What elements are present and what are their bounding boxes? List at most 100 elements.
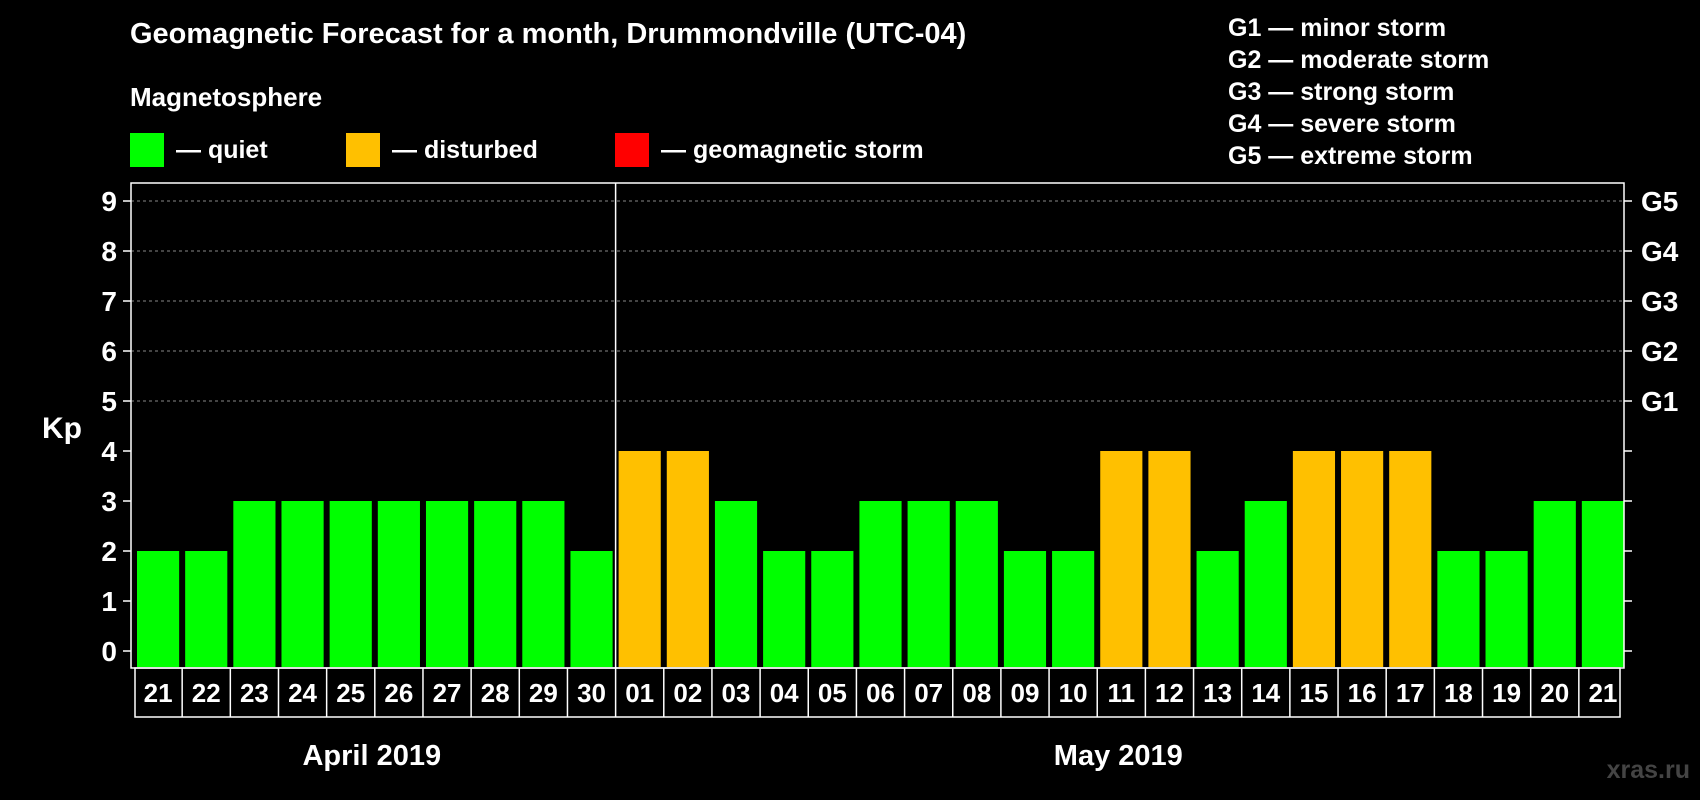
legend-storm-label: — geomagnetic storm	[661, 135, 924, 164]
x-tick-label: 17	[1396, 678, 1425, 708]
bar-16	[1341, 451, 1384, 667]
y-axis-label: Kp	[42, 412, 82, 445]
storm-scale-g3: G3 — strong storm	[1228, 78, 1455, 106]
x-tick-label: 21	[144, 678, 173, 708]
bar-11	[1100, 451, 1143, 667]
bar-07	[907, 501, 950, 667]
x-tick-label: 25	[336, 678, 365, 708]
y-tick-label: 8	[101, 236, 117, 267]
x-tick-label: 19	[1492, 678, 1521, 708]
legend-quiet-swatch	[130, 133, 164, 167]
y-tick-label: 1	[101, 586, 117, 617]
bar-23	[233, 501, 276, 667]
legend-storm: — geomagnetic storm	[615, 132, 924, 168]
y-tick-label: 5	[101, 386, 117, 417]
storm-scale-legend: G1 — minor storm G2 — moderate storm G3 …	[1228, 12, 1489, 172]
x-tick-label: 28	[481, 678, 510, 708]
x-tick-label: 05	[818, 678, 847, 708]
x-tick-label: 08	[962, 678, 991, 708]
bar-06	[859, 501, 902, 667]
chart-subtitle: Magnetosphere	[130, 82, 323, 112]
x-tick-label: 03	[722, 678, 751, 708]
bar-09	[1003, 551, 1047, 667]
bar-26	[377, 501, 420, 667]
bar-08	[955, 501, 998, 667]
y-tick-label: 2	[101, 536, 117, 567]
y-tick-label: 3	[101, 486, 117, 517]
bar-24	[281, 501, 324, 667]
month-label-1: May 2019	[1054, 740, 1183, 772]
x-tick-label: 22	[192, 678, 221, 708]
x-tick-label: 14	[1251, 678, 1280, 708]
chart-title: Geomagnetic Forecast for a month, Drummo…	[130, 18, 967, 50]
storm-scale-g1: G1 — minor storm	[1228, 14, 1447, 42]
y-tick-label: 6	[101, 336, 117, 367]
bar-05	[811, 551, 854, 667]
bar-29	[522, 501, 565, 667]
bar-21	[137, 551, 180, 667]
storm-scale-g4: G4 — severe storm	[1228, 110, 1456, 138]
right-axis-label-g5: G5	[1641, 186, 1678, 217]
x-tick-label: 20	[1540, 678, 1569, 708]
x-tick-label: 07	[914, 678, 943, 708]
legend-storm-swatch	[615, 133, 649, 167]
x-tick-label: 18	[1444, 678, 1473, 708]
x-tick-label: 24	[288, 678, 317, 708]
x-tick-label: 26	[384, 678, 413, 708]
x-tick-label: 21	[1588, 678, 1617, 708]
bar-01	[618, 451, 661, 667]
x-tick-label: 16	[1348, 678, 1377, 708]
legend-quiet: — quiet	[130, 132, 268, 168]
bar-12	[1148, 451, 1191, 667]
y-tick-label: 7	[101, 286, 117, 317]
bar-10	[1052, 551, 1095, 667]
right-axis-label-g2: G2	[1641, 336, 1678, 367]
bar-02	[666, 451, 709, 667]
date-row-frame	[134, 667, 1621, 718]
bar-20	[1533, 501, 1576, 667]
x-tick-label: 11	[1108, 678, 1136, 708]
bar-21	[1581, 501, 1624, 667]
bar-14	[1244, 501, 1287, 667]
bar-25	[329, 501, 372, 667]
legend-quiet-label: — quiet	[176, 135, 268, 164]
bar-30	[570, 551, 613, 667]
x-tick-label: 09	[1011, 678, 1040, 708]
x-tick-label: 10	[1059, 678, 1088, 708]
y-tick-label: 9	[101, 186, 117, 217]
x-tick-label: 06	[866, 678, 895, 708]
bar-22	[185, 551, 228, 667]
x-tick-label: 30	[577, 678, 606, 708]
bar-18	[1437, 551, 1480, 667]
y-tick-label: 0	[101, 636, 117, 667]
x-tick-label: 15	[1299, 678, 1328, 708]
right-axis-label-g4: G4	[1641, 236, 1679, 267]
bar-17	[1389, 451, 1432, 667]
x-tick-label: 02	[673, 678, 702, 708]
legend-disturbed: — disturbed	[346, 132, 538, 168]
right-axis-label-g3: G3	[1641, 286, 1678, 317]
storm-scale-g5: G5 — extreme storm	[1228, 142, 1473, 170]
bar-27	[425, 501, 469, 667]
legend-disturbed-swatch	[346, 133, 380, 167]
x-tick-label: 04	[770, 678, 799, 708]
x-tick-label: 12	[1155, 678, 1184, 708]
y-tick-label: 4	[101, 436, 117, 467]
legend-disturbed-label: — disturbed	[392, 135, 538, 164]
right-axis-label-g1: G1	[1641, 386, 1678, 417]
x-tick-label: 13	[1203, 678, 1232, 708]
bar-13	[1196, 551, 1239, 667]
watermark: xras.ru	[1606, 756, 1690, 784]
x-tick-label: 27	[433, 678, 462, 708]
bar-04	[763, 551, 806, 667]
bar-28	[474, 501, 517, 667]
month-label-0: April 2019	[302, 740, 441, 772]
storm-scale-g2: G2 — moderate storm	[1228, 46, 1490, 74]
x-tick-label: 01	[625, 678, 654, 708]
bar-15	[1292, 451, 1336, 667]
bar-19	[1485, 551, 1528, 667]
x-tick-label: 23	[240, 678, 269, 708]
x-tick-label: 29	[529, 678, 558, 708]
bar-03	[714, 501, 758, 667]
